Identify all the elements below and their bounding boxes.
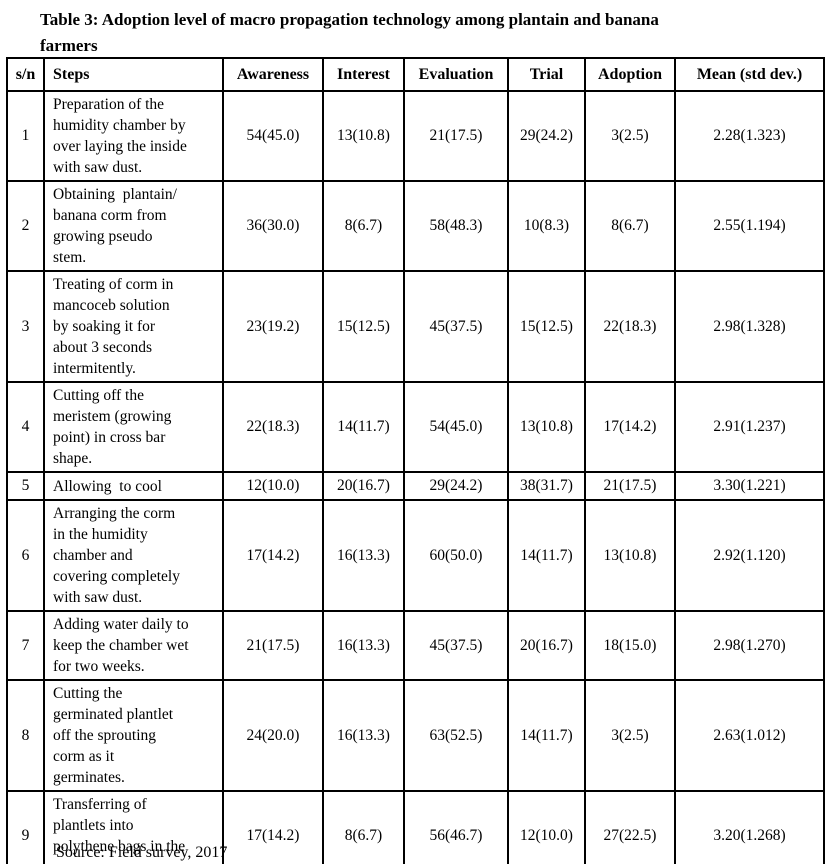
interest-cell: 16(13.3) [322, 610, 405, 681]
evaluation-cell: 29(24.2) [403, 471, 509, 501]
step-cell: Transferring of plantlets into polythene… [43, 790, 224, 864]
adoption-cell: 22(18.3) [584, 270, 676, 383]
evaluation-cell: 58(48.3) [403, 180, 509, 272]
step-cell: Cutting the germinated plantlet off the … [43, 679, 224, 792]
trial-cell: 15(12.5) [507, 270, 586, 383]
awareness-cell: 36(30.0) [222, 180, 324, 272]
step-cell: Treating of corm in mancoceb solution by… [43, 270, 224, 383]
table-title: Table 3: Adoption level of macro propaga… [40, 10, 659, 55]
evaluation-cell: 45(37.5) [403, 610, 509, 681]
mean-cell: 3.20(1.268) [674, 790, 825, 864]
sn-cell: 2 [6, 180, 45, 272]
source-note: Source: Field survey, 2017 [56, 844, 228, 861]
column-header-trial: Trial [507, 57, 586, 92]
trial-cell: 38(31.7) [507, 471, 586, 501]
table-row: 3 Treating of corm in mancoceb solution … [6, 270, 825, 383]
step-cell: Allowing to cool [43, 471, 224, 501]
adoption-cell: 3(2.5) [584, 90, 676, 182]
mean-cell: 2.98(1.328) [674, 270, 825, 383]
header-row: s/n Steps Awareness Interest Evaluation … [6, 57, 825, 92]
step-cell: Cutting off the meristem (growing point)… [43, 381, 224, 473]
column-header-adoption: Adoption [584, 57, 676, 92]
sn-cell: 5 [6, 471, 45, 501]
table-row: 4 Cutting off the meristem (growing poin… [6, 381, 825, 473]
interest-cell: 16(13.3) [322, 679, 405, 792]
awareness-cell: 17(14.2) [222, 499, 324, 612]
sn-cell: 1 [6, 90, 45, 182]
evaluation-cell: 54(45.0) [403, 381, 509, 473]
column-header-awareness: Awareness [222, 57, 324, 92]
step-cell: Arranging the corm in the humidity chamb… [43, 499, 224, 612]
interest-cell: 8(6.7) [322, 790, 405, 864]
trial-cell: 14(11.7) [507, 499, 586, 612]
interest-cell: 13(10.8) [322, 90, 405, 182]
mean-cell: 2.92(1.120) [674, 499, 825, 612]
column-header-mean: Mean (std dev.) [674, 57, 825, 92]
adoption-table: s/n Steps Awareness Interest Evaluation … [6, 57, 825, 864]
sn-cell: 6 [6, 499, 45, 612]
trial-cell: 20(16.7) [507, 610, 586, 681]
adoption-cell: 18(15.0) [584, 610, 676, 681]
adoption-cell: 3(2.5) [584, 679, 676, 792]
adoption-cell: 13(10.8) [584, 499, 676, 612]
trial-cell: 13(10.8) [507, 381, 586, 473]
evaluation-cell: 63(52.5) [403, 679, 509, 792]
column-header-interest: Interest [322, 57, 405, 92]
table-row: 5 Allowing to cool 12(10.0) 20(16.7) 29(… [6, 471, 825, 501]
trial-cell: 12(10.0) [507, 790, 586, 864]
interest-cell: 20(16.7) [322, 471, 405, 501]
column-header-steps: Steps [43, 57, 224, 92]
mean-cell: 2.98(1.270) [674, 610, 825, 681]
table-row: 9 Transferring of plantlets into polythe… [6, 790, 825, 864]
awareness-cell: 22(18.3) [222, 381, 324, 473]
trial-cell: 10(8.3) [507, 180, 586, 272]
sn-cell: 8 [6, 679, 45, 792]
mean-cell: 3.30(1.221) [674, 471, 825, 501]
sn-cell: 3 [6, 270, 45, 383]
awareness-cell: 17(14.2) [222, 790, 324, 864]
adoption-cell: 21(17.5) [584, 471, 676, 501]
sn-cell: 7 [6, 610, 45, 681]
evaluation-cell: 21(17.5) [403, 90, 509, 182]
adoption-cell: 17(14.2) [584, 381, 676, 473]
mean-cell: 2.63(1.012) [674, 679, 825, 792]
adoption-cell: 8(6.7) [584, 180, 676, 272]
table-row: 6 Arranging the corm in the humidity cha… [6, 499, 825, 612]
interest-cell: 14(11.7) [322, 381, 405, 473]
step-cell: Preparation of the humidity chamber by o… [43, 90, 224, 182]
column-header-sn: s/n [6, 57, 45, 92]
awareness-cell: 21(17.5) [222, 610, 324, 681]
mean-cell: 2.28(1.323) [674, 90, 825, 182]
mean-cell: 2.91(1.237) [674, 381, 825, 473]
adoption-cell: 27(22.5) [584, 790, 676, 864]
awareness-cell: 54(45.0) [222, 90, 324, 182]
trial-cell: 14(11.7) [507, 679, 586, 792]
evaluation-cell: 56(46.7) [403, 790, 509, 864]
step-cell: Obtaining plantain/ banana corm from gro… [43, 180, 224, 272]
sn-cell: 4 [6, 381, 45, 473]
evaluation-cell: 60(50.0) [403, 499, 509, 612]
interest-cell: 8(6.7) [322, 180, 405, 272]
column-header-evaluation: Evaluation [403, 57, 509, 92]
awareness-cell: 12(10.0) [222, 471, 324, 501]
table-row: 7 Adding water daily to keep the chamber… [6, 610, 825, 681]
mean-cell: 2.55(1.194) [674, 180, 825, 272]
evaluation-cell: 45(37.5) [403, 270, 509, 383]
table-row: 8 Cutting the germinated plantlet off th… [6, 679, 825, 792]
table-row: 2 Obtaining plantain/ banana corm from g… [6, 180, 825, 272]
table-row: 1 Preparation of the humidity chamber by… [6, 90, 825, 182]
trial-cell: 29(24.2) [507, 90, 586, 182]
awareness-cell: 23(19.2) [222, 270, 324, 383]
interest-cell: 15(12.5) [322, 270, 405, 383]
step-cell: Adding water daily to keep the chamber w… [43, 610, 224, 681]
awareness-cell: 24(20.0) [222, 679, 324, 792]
interest-cell: 16(13.3) [322, 499, 405, 612]
sn-cell: 9 [6, 790, 45, 864]
